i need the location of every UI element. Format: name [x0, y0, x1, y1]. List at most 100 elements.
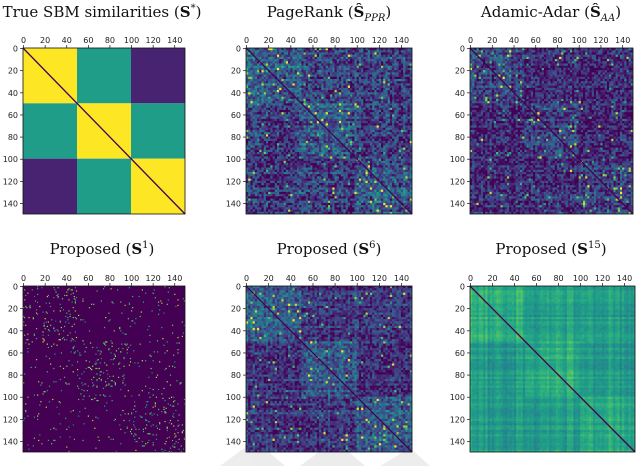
heatmap-cell	[347, 96, 351, 100]
heatmap-cell	[254, 107, 258, 111]
heatmap-cell	[250, 132, 253, 135]
heatmap-cell	[319, 65, 322, 69]
heatmap-cell	[389, 143, 393, 146]
heatmap-cell	[403, 160, 406, 164]
heatmap-cell	[336, 174, 340, 177]
heatmap-cell	[358, 143, 362, 146]
heatmap-cell	[352, 180, 355, 184]
heatmap-cell	[272, 145, 275, 148]
heatmap-cell	[281, 127, 284, 131]
heatmap-cell	[400, 176, 404, 179]
heatmap-cell	[250, 96, 253, 100]
heatmap-cell	[341, 127, 344, 131]
heatmap-cell	[367, 176, 371, 179]
heatmap-cell	[361, 90, 364, 93]
heatmap-cell	[369, 156, 373, 159]
heatmap-cell	[248, 70, 251, 73]
heatmap-cell	[400, 78, 404, 82]
heatmap-cell	[381, 169, 384, 173]
heatmap-cell	[330, 109, 333, 113]
heatmap-cell	[281, 174, 284, 177]
heatmap-cell	[276, 191, 280, 195]
heatmap-cell	[265, 105, 269, 108]
heatmap-cell	[354, 136, 357, 139]
heatmap-cell	[347, 176, 351, 179]
heatmap-cell	[365, 158, 368, 162]
heatmap-cell	[383, 138, 386, 142]
heatmap-cell	[381, 78, 384, 82]
heatmap-cell	[400, 154, 404, 157]
heatmap-cell	[356, 125, 360, 128]
heatmap-cell	[398, 70, 402, 73]
heatmap-cell	[389, 147, 393, 150]
heatmap-cell	[263, 129, 267, 133]
heatmap-cell	[361, 191, 364, 195]
heatmap-cell	[372, 123, 375, 126]
heatmap-cell	[316, 154, 320, 157]
heatmap-cell	[398, 167, 402, 170]
heatmap-cell	[307, 163, 311, 166]
heatmap-cell	[378, 118, 382, 122]
heatmap-cell	[265, 138, 269, 142]
heatmap-cell	[396, 81, 399, 84]
heatmap-cell	[336, 154, 340, 157]
heatmap-cell	[323, 48, 326, 51]
heatmap-cell	[338, 105, 342, 108]
heatmap-cell	[288, 132, 291, 135]
heatmap-cell	[409, 50, 413, 53]
heatmap-cell	[274, 101, 278, 104]
heatmap-cell	[327, 191, 331, 195]
heatmap-cell	[310, 81, 313, 84]
heatmap-cell	[398, 67, 402, 71]
heatmap-cell	[252, 129, 255, 133]
heatmap-cell	[345, 54, 348, 57]
heatmap-cell	[299, 165, 302, 168]
heatmap-cell	[398, 72, 402, 75]
heatmap-cell	[367, 132, 371, 135]
heatmap-cell	[281, 65, 284, 69]
heatmap-cell	[400, 105, 404, 108]
heatmap-cell	[327, 169, 331, 173]
heatmap-cell	[378, 125, 382, 128]
heatmap-cell	[263, 83, 267, 86]
heatmap-cell	[307, 165, 311, 168]
heatmap-cell	[354, 138, 357, 142]
heatmap-cell	[354, 85, 357, 88]
heatmap-cell	[285, 140, 289, 144]
heatmap-cell	[288, 169, 291, 173]
heatmap-cell	[341, 189, 344, 193]
heatmap-cell	[343, 61, 346, 64]
heatmap-cell	[294, 160, 298, 164]
heatmap-cell	[301, 96, 304, 100]
heatmap-cell	[261, 72, 264, 75]
heatmap-cell	[409, 56, 413, 60]
heatmap-cell	[387, 163, 391, 166]
heatmap-cell	[263, 138, 267, 142]
heatmap-cell	[246, 65, 249, 69]
heatmap-cell	[400, 180, 404, 184]
heatmap-cell	[301, 134, 304, 137]
heatmap-cell	[378, 143, 382, 146]
heatmap-cell	[268, 101, 271, 104]
heatmap-cell	[314, 63, 317, 66]
heatmap-cell	[296, 72, 300, 75]
heatmap-cell	[356, 189, 360, 193]
heatmap-cell	[283, 92, 286, 95]
heatmap-cell	[265, 145, 269, 148]
heatmap-cell	[363, 129, 366, 133]
heatmap-cell	[403, 129, 406, 133]
heatmap-cell	[387, 176, 391, 179]
heatmap-cell	[283, 125, 286, 128]
heatmap-cell	[327, 83, 331, 86]
heatmap-cell	[272, 127, 275, 131]
heatmap-cell	[378, 103, 382, 106]
heatmap-cell	[372, 154, 375, 157]
heatmap-cell	[389, 59, 393, 62]
heatmap-cell	[301, 90, 304, 93]
heatmap-cell	[356, 61, 360, 64]
heatmap-cell	[285, 92, 289, 95]
heatmap-cell	[319, 98, 322, 102]
heatmap-cell	[387, 123, 391, 126]
heatmap-cell	[307, 183, 311, 186]
